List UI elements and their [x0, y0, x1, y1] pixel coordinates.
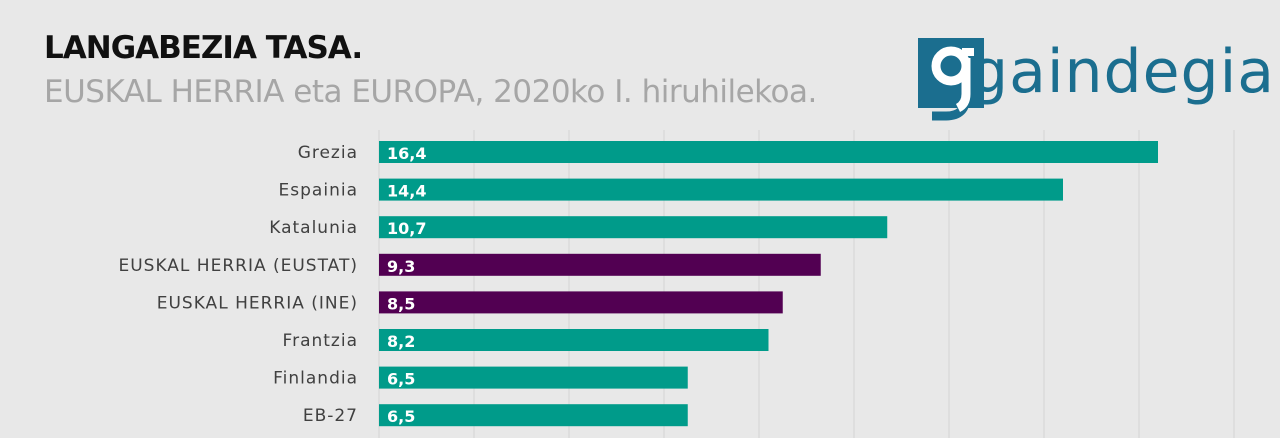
bar-2 — [379, 216, 888, 239]
chart-title: LANGABEZIA TASA. — [44, 30, 363, 66]
category-label: Frantzia — [283, 331, 358, 351]
logo-text: gaindegia — [970, 37, 1276, 107]
bar-6 — [379, 366, 688, 389]
value-label: 10,7 — [387, 219, 426, 238]
chart-subtitle: EUSKAL HERRIA eta EUROPA, 2020ko I. hiru… — [44, 74, 817, 110]
value-label: 8,2 — [387, 332, 415, 351]
bar-4 — [379, 291, 783, 314]
value-label: 6,5 — [387, 407, 415, 426]
gridlines — [378, 130, 1235, 438]
gaindegia-logo: gaindegia — [918, 38, 1274, 122]
value-label: 8,5 — [387, 294, 415, 313]
category-label: EB-27 — [303, 406, 358, 426]
value-label: 16,4 — [387, 144, 426, 163]
category-label: Katalunia — [269, 218, 358, 238]
bar-7 — [379, 404, 688, 427]
bar-0 — [379, 141, 1158, 163]
logo-g-icon — [931, 46, 974, 121]
category-labels: Grezia Espainia Katalunia EUSKAL HERRIA (EU… — [118, 143, 358, 426]
value-label: 9,3 — [387, 257, 415, 276]
value-label: 6,5 — [387, 370, 415, 389]
bar-1 — [379, 178, 1063, 201]
value-labels: 16,4 14,4 10,7 9,3 8,5 8,2 6,5 6,5 — [387, 144, 426, 426]
category-label: Espainia — [279, 181, 358, 201]
value-label: 14,4 — [387, 182, 426, 201]
category-label: EUSKAL HERRIA (EUSTAT) — [118, 256, 358, 276]
category-label: Finlandia — [273, 369, 358, 389]
category-label: Grezia — [298, 143, 358, 163]
bars — [379, 141, 1158, 427]
bar-3 — [379, 253, 821, 276]
category-label: EUSKAL HERRIA (INE) — [157, 293, 358, 313]
bar-5 — [379, 329, 769, 351]
